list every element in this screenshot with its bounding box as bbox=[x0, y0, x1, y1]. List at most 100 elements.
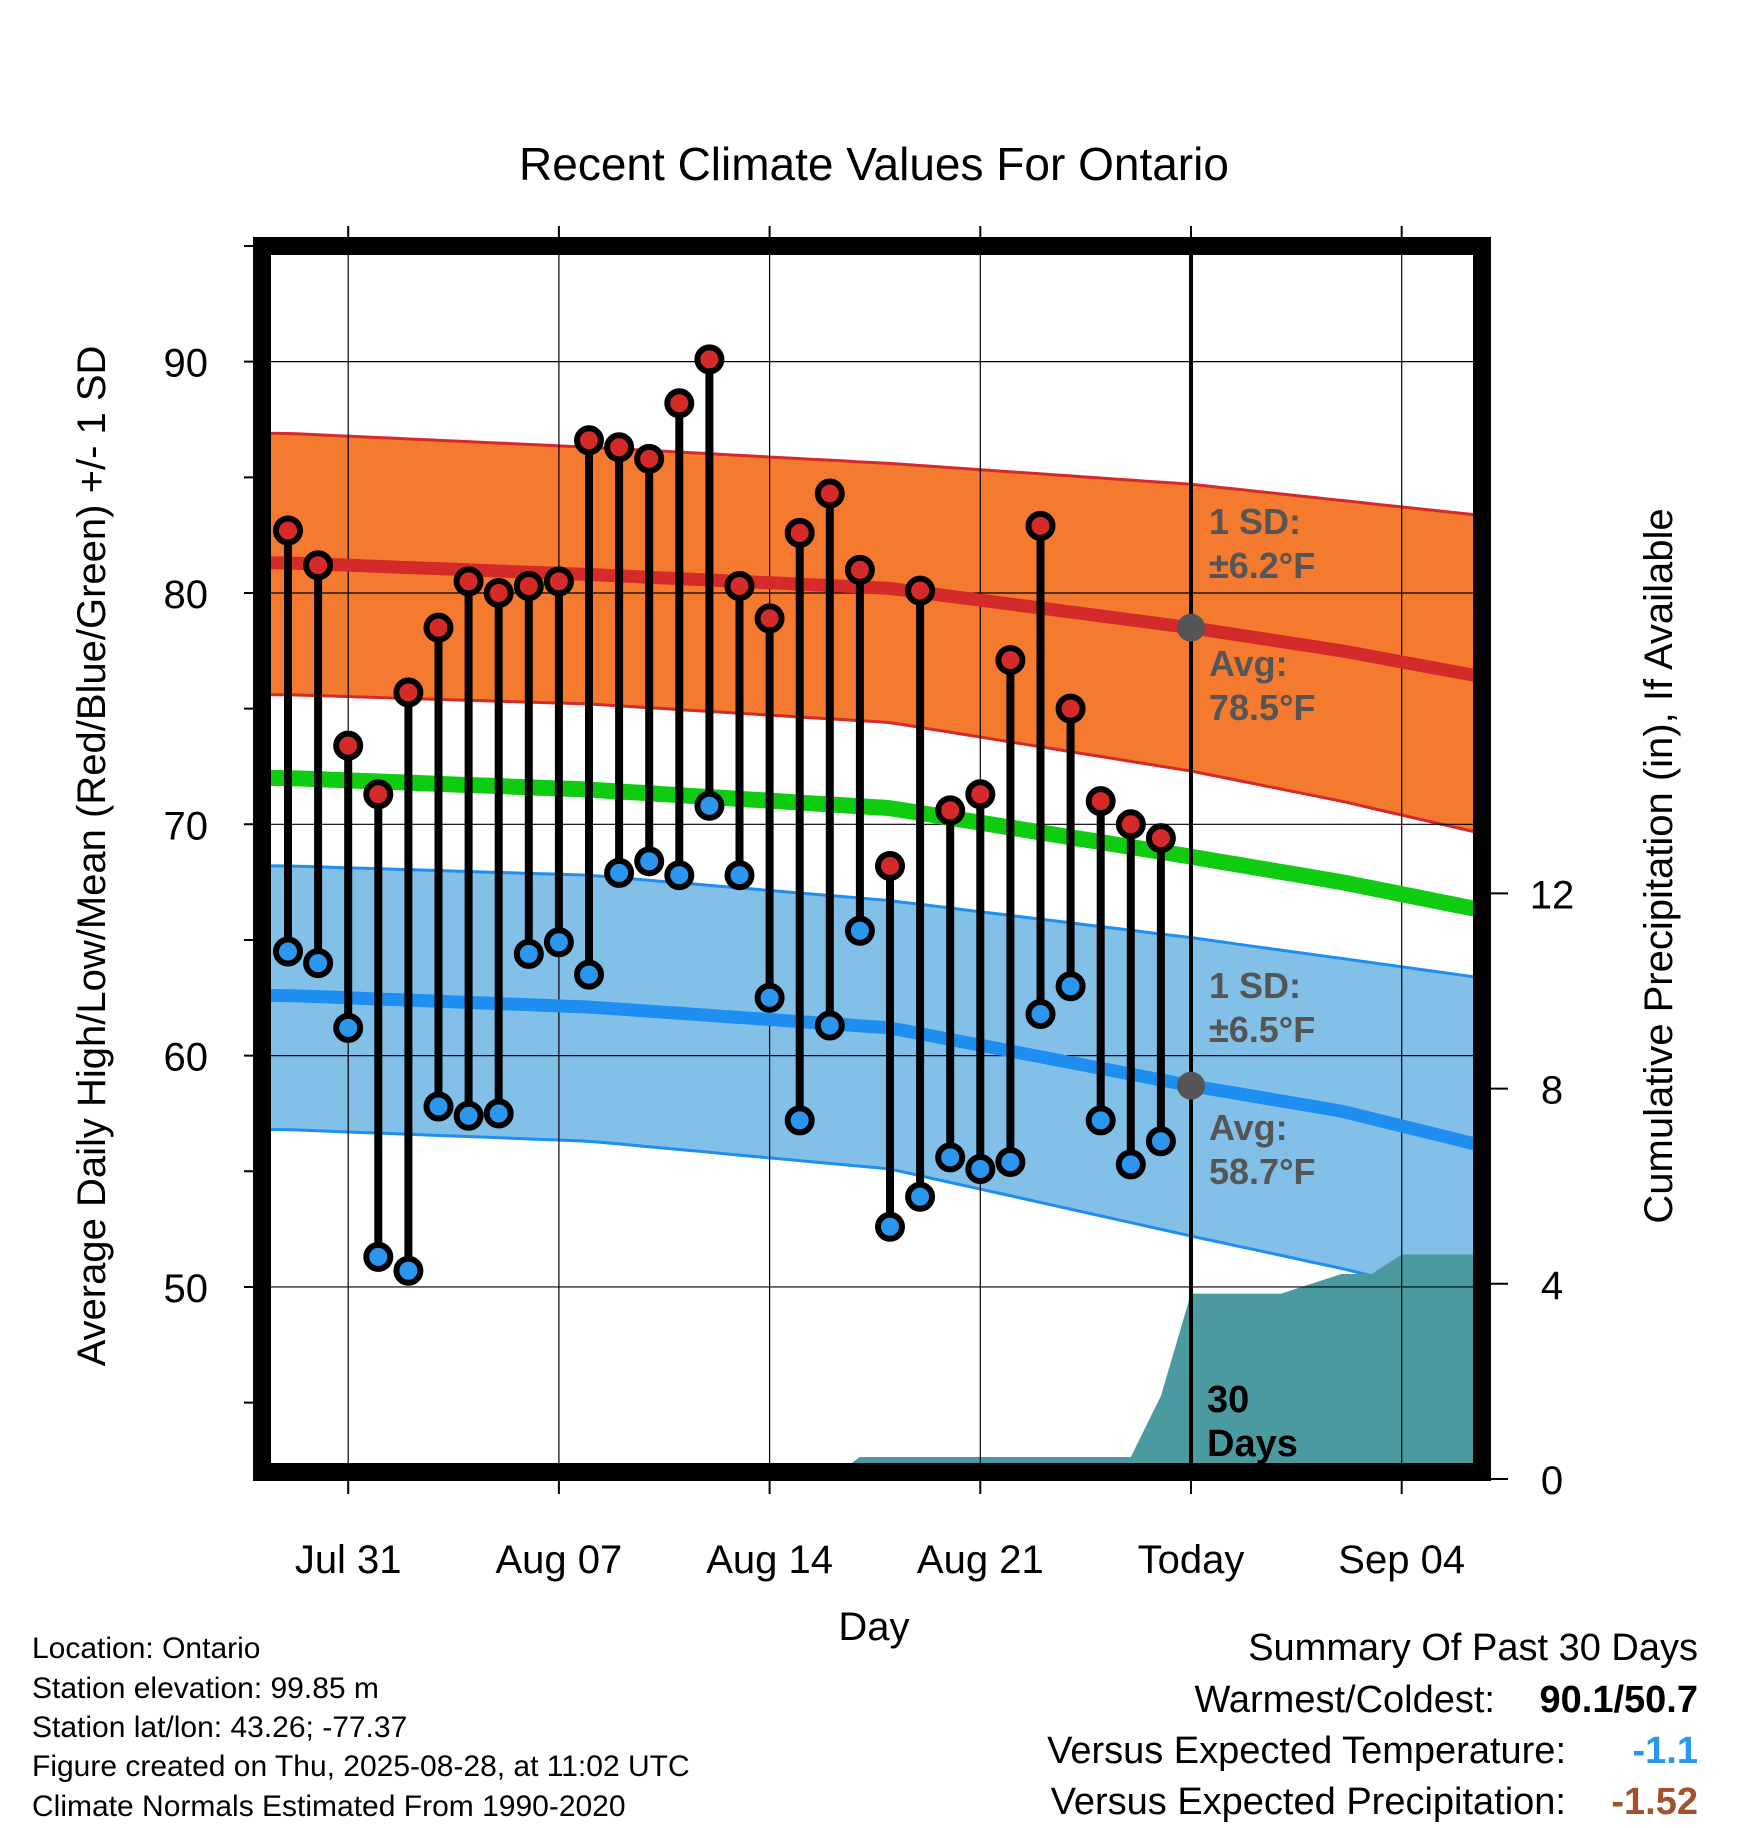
high-point bbox=[905, 575, 936, 606]
high-point bbox=[333, 730, 364, 761]
y2-axis-label: Cumulative Precipitation (in), If Availa… bbox=[1637, 508, 1681, 1223]
low-point bbox=[995, 1147, 1026, 1178]
low-point bbox=[1085, 1105, 1116, 1136]
footer-created: Figure created on Thu, 2025-08-28, at 11… bbox=[32, 1750, 690, 1783]
precip-area bbox=[839, 1254, 1482, 1472]
low-point bbox=[513, 938, 544, 969]
high-point bbox=[574, 425, 604, 456]
y-tick-label: 90 bbox=[164, 342, 209, 386]
high-point bbox=[664, 388, 695, 419]
summary-temp-value: -1.1 bbox=[1633, 1730, 1698, 1772]
high-point bbox=[1145, 823, 1176, 854]
window-days-label: Days bbox=[1207, 1423, 1298, 1465]
low-point bbox=[574, 959, 604, 990]
high-point bbox=[784, 517, 815, 548]
low-sd-band bbox=[262, 865, 1482, 1303]
low-point bbox=[363, 1241, 394, 1272]
low-point bbox=[784, 1105, 815, 1136]
summary-warm-label: Warmest/Coldest: bbox=[1194, 1679, 1495, 1721]
high-point bbox=[453, 566, 484, 597]
high-point bbox=[483, 577, 514, 608]
summary-temp-label: Versus Expected Temperature: bbox=[1047, 1730, 1566, 1772]
y2-tick-label: 0 bbox=[1541, 1459, 1563, 1503]
low-sd-lower-line bbox=[262, 1128, 1483, 1305]
low-point bbox=[1025, 998, 1056, 1029]
summary-warm-value: 90.1/50.7 bbox=[1540, 1679, 1698, 1721]
high-point bbox=[875, 850, 905, 881]
low-point bbox=[453, 1100, 484, 1131]
low-point bbox=[423, 1091, 454, 1122]
low-point bbox=[273, 936, 303, 967]
x-tick-label: Aug 21 bbox=[917, 1538, 1044, 1582]
low-point bbox=[664, 860, 695, 891]
y-tick-label: 50 bbox=[164, 1267, 209, 1311]
y2-tick-label: 12 bbox=[1530, 873, 1575, 917]
low-point bbox=[935, 1142, 966, 1173]
low-point bbox=[333, 1012, 364, 1043]
y2-tick-label: 4 bbox=[1541, 1264, 1563, 1308]
y-tick-label: 60 bbox=[164, 1036, 209, 1080]
footer-latlon: Station lat/lon: 43.26; -77.37 bbox=[32, 1711, 407, 1744]
low-point bbox=[604, 857, 635, 888]
x-tick-label: Jul 31 bbox=[295, 1538, 402, 1582]
low-point bbox=[844, 915, 875, 946]
high-point bbox=[273, 515, 303, 546]
x-tick-label: Aug 14 bbox=[706, 1538, 833, 1582]
footer-elevation: Station elevation: 99.85 m bbox=[32, 1672, 379, 1705]
low-sd-label: 1 SD: bbox=[1209, 965, 1301, 1006]
x-tick-label: Sep 04 bbox=[1338, 1538, 1465, 1582]
chart-title: Recent Climate Values For Ontario bbox=[519, 138, 1229, 190]
high-point bbox=[814, 478, 845, 509]
high-point bbox=[513, 571, 544, 602]
y-tick-label: 70 bbox=[164, 804, 209, 848]
low-point bbox=[1145, 1126, 1176, 1157]
today-low-avg-marker bbox=[1177, 1071, 1205, 1100]
x-tick-label: Today bbox=[1138, 1538, 1245, 1582]
summary-panel: Summary Of Past 30 Days Warmest/Coldest:… bbox=[1047, 1627, 1698, 1823]
low-avg-value: 58.7°F bbox=[1209, 1151, 1315, 1192]
low-point bbox=[1115, 1149, 1146, 1180]
footer-metadata: Location: Ontario Station elevation: 99.… bbox=[32, 1632, 690, 1823]
high-point bbox=[543, 566, 574, 597]
high-point bbox=[1115, 809, 1146, 840]
high-point bbox=[303, 550, 334, 581]
x-axis-label: Day bbox=[838, 1605, 909, 1649]
low-point bbox=[543, 927, 574, 958]
low-avg-label: Avg: bbox=[1209, 1107, 1288, 1148]
high-point bbox=[844, 554, 875, 585]
low-point bbox=[634, 846, 665, 877]
low-point bbox=[814, 1010, 845, 1041]
x-tick-label: Aug 07 bbox=[496, 1538, 623, 1582]
high-avg-value: 78.5°F bbox=[1209, 687, 1315, 728]
high-point bbox=[694, 344, 725, 375]
low-point bbox=[393, 1255, 424, 1286]
plot-frame bbox=[253, 237, 1491, 1481]
y2-tick-label: 8 bbox=[1541, 1069, 1563, 1113]
high-point bbox=[1085, 786, 1116, 817]
summary-precip-label: Versus Expected Precipitation: bbox=[1051, 1781, 1566, 1823]
high-point bbox=[1055, 693, 1086, 724]
high-sd-upper-line bbox=[262, 431, 1483, 518]
high-sd-band bbox=[262, 433, 1482, 834]
high-point bbox=[423, 612, 454, 643]
low-point bbox=[905, 1181, 936, 1212]
high-point bbox=[1025, 510, 1056, 541]
y-axis-label: Average Daily High/Low/Mean (Red/Blue/Gr… bbox=[70, 346, 114, 1367]
low-point bbox=[965, 1153, 996, 1184]
high-sd-value: ±6.2°F bbox=[1209, 545, 1315, 586]
y-tick-label: 80 bbox=[164, 573, 209, 617]
low-point bbox=[483, 1098, 514, 1129]
low-point bbox=[303, 948, 334, 979]
low-sd-value: ±6.5°F bbox=[1209, 1009, 1315, 1050]
high-point bbox=[724, 571, 755, 602]
summary-title: Summary Of Past 30 Days bbox=[1248, 1627, 1698, 1669]
high-point bbox=[363, 779, 394, 810]
high-avg-label: Avg: bbox=[1209, 643, 1288, 684]
high-point bbox=[604, 432, 635, 463]
high-point bbox=[634, 443, 665, 474]
high-point bbox=[754, 603, 785, 634]
today-high-avg-marker bbox=[1177, 613, 1205, 642]
low-point bbox=[1055, 971, 1086, 1002]
